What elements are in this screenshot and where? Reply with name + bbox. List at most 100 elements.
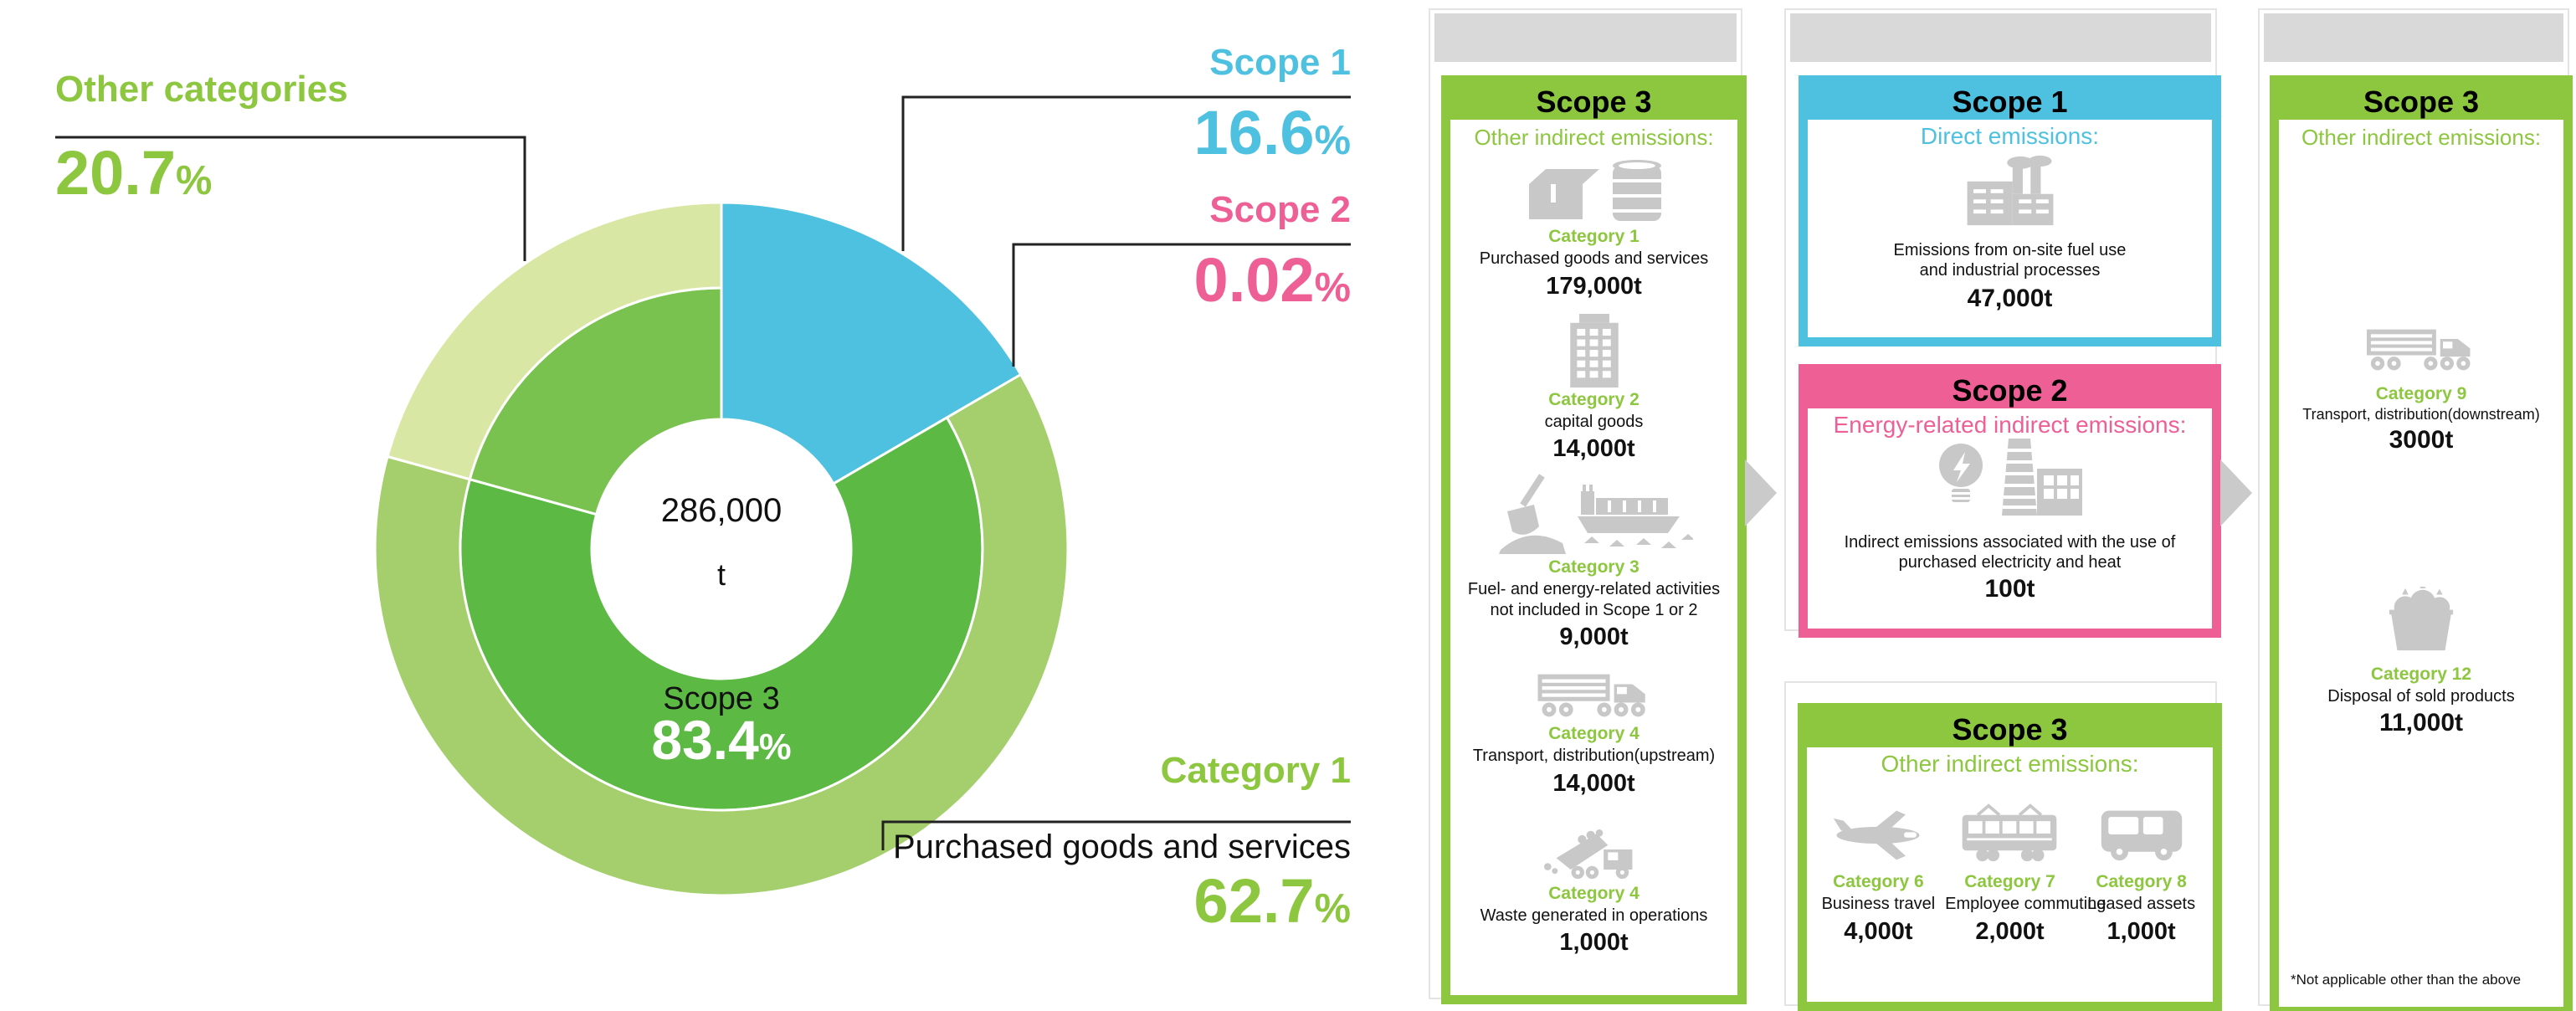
card-header: Scope 1 bbox=[1808, 85, 2212, 120]
callout-line-category1 bbox=[881, 820, 1351, 850]
card-scope3-upstream: Scope 3 Other indirect emissions: Catego… bbox=[1441, 75, 1747, 1004]
scope1-callout-label: Scope 1 bbox=[1209, 42, 1351, 83]
category-value: 4,000t bbox=[1844, 917, 1913, 945]
card-value: 47,000t bbox=[1967, 284, 2053, 312]
card-header: Scope 3 bbox=[1450, 85, 1737, 120]
card-desc: Emissions from on-site fuel use and indu… bbox=[1893, 241, 2127, 280]
percent-sign: % bbox=[176, 158, 213, 203]
percent-sign: % bbox=[1314, 265, 1351, 310]
lightbulb-and-power-plant-icon bbox=[1808, 439, 2212, 517]
category-desc: Purchased goods and services bbox=[1479, 249, 1709, 269]
flow-right-arrow-icon bbox=[2220, 459, 2252, 526]
category1-callout-percent: 62.7% bbox=[921, 870, 1351, 932]
card-footnote: *Not applicable other than the above bbox=[2291, 972, 2522, 988]
flow-right-arrow-icon bbox=[1745, 459, 1777, 526]
category-value: 1,000t bbox=[2106, 917, 2176, 945]
category-label: Category 2 bbox=[1548, 389, 1640, 409]
card-scope2: Scope 2 Energy-related indirect emission… bbox=[1799, 364, 2221, 638]
panel-scope3-downstream: Scope 3 Other indirect emissions: Catego… bbox=[2258, 8, 2573, 1011]
bus-icon bbox=[2076, 803, 2206, 863]
trash-bags-icon bbox=[2279, 587, 2563, 652]
category1-percent-value: 62.7 bbox=[1193, 866, 1315, 936]
callout-line-scope1 bbox=[901, 95, 1351, 251]
category-desc: capital goods bbox=[1544, 412, 1644, 431]
card-header: Scope 2 bbox=[1808, 373, 2212, 408]
panel-scope3-operations: Scope 3 Other indirect emissions: Catego… bbox=[1784, 681, 2222, 1011]
card-subtitle: Direct emissions: bbox=[1920, 123, 2100, 149]
card-desc: Indirect emissions associated with the u… bbox=[1844, 533, 2176, 572]
category-block: Category 7 Employee commuting 2,000t bbox=[1945, 803, 2106, 946]
airplane-icon bbox=[1814, 803, 1943, 863]
card-header: Scope 3 bbox=[2279, 85, 2563, 120]
card-header: Scope 3 bbox=[1807, 712, 2213, 747]
category-value: 179,000t bbox=[1546, 272, 1642, 300]
other-categories-percent-value: 20.7 bbox=[55, 138, 177, 208]
card-subtitle: Other indirect emissions: bbox=[1881, 751, 2139, 777]
scope2-callout-label: Scope 2 bbox=[1209, 189, 1351, 230]
category-desc: Transport, distribution(upstream) bbox=[1472, 747, 1716, 766]
category-label: Category 8 bbox=[2096, 872, 2187, 891]
category-label: Category 6 bbox=[1833, 872, 1924, 891]
donut-chart bbox=[55, 95, 1351, 897]
category-desc: Employee commuting bbox=[1945, 895, 2106, 914]
category-block: Category 6 Business travel 4,000t bbox=[1814, 803, 1943, 946]
category-label: Category 12 bbox=[2370, 665, 2472, 685]
box-and-barrel-icon bbox=[1450, 159, 1737, 223]
category-value: 1,000t bbox=[1559, 929, 1629, 957]
donut-rings bbox=[373, 201, 1070, 897]
donut-total-unit: t bbox=[716, 557, 726, 592]
scope2-callout-percent: 0.02% bbox=[921, 249, 1351, 311]
category-desc: Waste generated in operations bbox=[1480, 906, 1708, 925]
building-icon bbox=[1450, 313, 1737, 387]
card-subtitle: Other indirect emissions: bbox=[2301, 125, 2542, 150]
category-desc: Business travel bbox=[1821, 895, 1936, 914]
category-value: 9,000t bbox=[1559, 624, 1629, 651]
category1-callout-label: Category 1 bbox=[1160, 750, 1351, 791]
tram-icon bbox=[1945, 803, 2075, 863]
category-label: Category 4 bbox=[1548, 724, 1640, 744]
category-desc: Fuel- and energy-related activities not … bbox=[1467, 580, 1721, 619]
scope3-percent-value: 83.4 bbox=[651, 709, 759, 771]
donut-scope3-label: Scope 3 bbox=[663, 681, 780, 716]
percent-sign: % bbox=[1314, 886, 1351, 931]
scope2-percent-value: 0.02 bbox=[1193, 245, 1315, 315]
percent-sign: % bbox=[1314, 118, 1351, 163]
category1-callout-desc: Purchased goods and services bbox=[893, 829, 1351, 865]
category-label: Category 3 bbox=[1548, 557, 1640, 577]
donut-total-value: 286,000 bbox=[660, 492, 783, 529]
card-value: 100t bbox=[1984, 574, 2035, 603]
shovel-and-ship-icon bbox=[1450, 473, 1737, 555]
scope1-percent-value: 16.6 bbox=[1193, 98, 1315, 167]
dump-truck-icon bbox=[1450, 829, 1737, 880]
panel-top-strip bbox=[1790, 13, 2211, 62]
category-value: 11,000t bbox=[2378, 708, 2464, 736]
panel-top-strip bbox=[1434, 13, 1737, 62]
factory-icon bbox=[1808, 155, 2212, 227]
panel-scope1-scope2: Scope 1 Direct emissions: Emissions from… bbox=[1784, 8, 2221, 638]
scope1-callout-percent: 16.6% bbox=[921, 102, 1351, 164]
category-block: Category 8 Leased assets 1,000t bbox=[2076, 803, 2206, 946]
category-desc: Transport, distribution(downstream) bbox=[2302, 406, 2540, 423]
callout-line-scope2 bbox=[1012, 243, 1351, 367]
category-value: 14,000t bbox=[1552, 769, 1635, 797]
card-scope3-downstream: Scope 3 Other indirect emissions: Catego… bbox=[2270, 75, 2573, 1011]
category-value: 2,000t bbox=[1975, 917, 2045, 945]
donut-scope3-percent: 83.4% bbox=[588, 711, 855, 769]
percent-sign: % bbox=[758, 727, 792, 767]
card-scope3-operations: Scope 3 Other indirect emissions: Catego… bbox=[1798, 703, 2222, 1011]
category-desc: Leased assets bbox=[2087, 895, 2196, 914]
card-subtitle: Other indirect emissions: bbox=[1474, 125, 1714, 150]
truck-icon bbox=[2279, 328, 2563, 372]
other-categories-label: Other categories bbox=[55, 69, 348, 110]
category-label: Category 4 bbox=[1548, 883, 1640, 903]
truck-icon bbox=[1450, 673, 1737, 718]
card-scope1: Scope 1 Direct emissions: Emissions from… bbox=[1799, 75, 2221, 346]
callout-lines bbox=[55, 95, 1351, 850]
panel-top-strip bbox=[2264, 13, 2563, 62]
panel-scope3-upstream: Scope 3 Other indirect emissions: Catego… bbox=[1429, 8, 1747, 1004]
category-label: Category 9 bbox=[2375, 384, 2467, 403]
category-value: 14,000t bbox=[1552, 435, 1635, 463]
card-subtitle: Energy-related indirect emissions: bbox=[1833, 412, 2187, 438]
category-value: 3000t bbox=[2389, 426, 2454, 454]
